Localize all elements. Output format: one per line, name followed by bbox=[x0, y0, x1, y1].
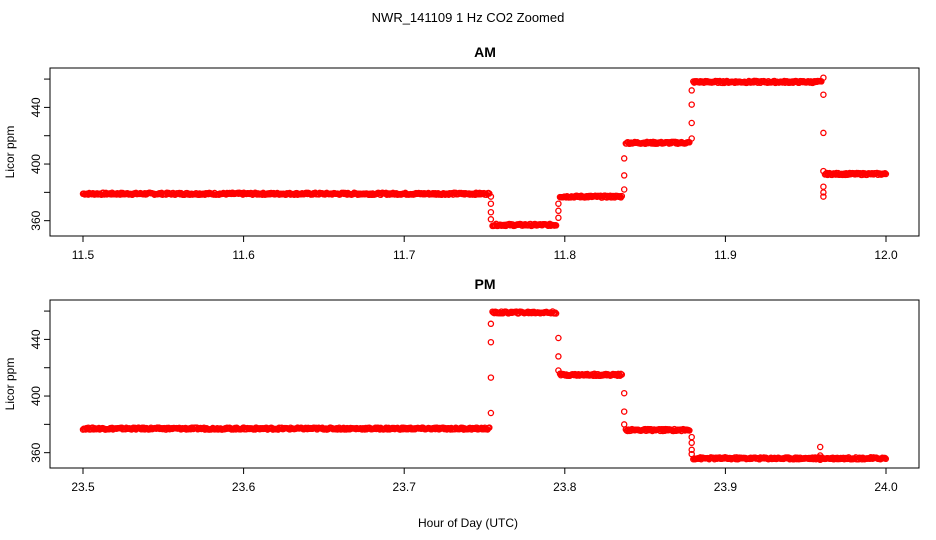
pm-data-point bbox=[882, 455, 890, 463]
pm-transition-point bbox=[487, 374, 495, 381]
am-transition-point bbox=[620, 172, 628, 179]
am-transition-point bbox=[487, 208, 495, 216]
pm-data-point bbox=[881, 454, 889, 462]
pm-x-tick-label: 23.6 bbox=[232, 480, 256, 494]
am-points bbox=[79, 74, 890, 230]
am-transition-point bbox=[820, 91, 827, 98]
pm-x-tick-label: 23.7 bbox=[393, 480, 417, 494]
pm-transition-point bbox=[487, 338, 495, 346]
pm-transition-point bbox=[555, 367, 562, 374]
am-x-tick-label: 11.8 bbox=[554, 248, 577, 262]
am-transition-point bbox=[820, 129, 827, 137]
am-data-point bbox=[881, 169, 889, 177]
am-transition-point bbox=[688, 135, 695, 142]
pm-x-axis: 23.5 23.6 23.7 23.8 23.9 24.0 bbox=[71, 467, 898, 494]
pm-plot-frame bbox=[49, 299, 920, 469]
pm-y-axis-label: Licor ppm bbox=[3, 358, 17, 411]
pm-panel-title: PM bbox=[475, 276, 496, 292]
pm-transition-point bbox=[816, 456, 824, 464]
pm-x-tick-label: 23.9 bbox=[714, 480, 738, 494]
am-x-tick-label: 11.5 bbox=[72, 248, 95, 262]
am-data-point bbox=[618, 192, 626, 200]
am-plot-frame bbox=[49, 67, 920, 237]
am-data-point bbox=[552, 222, 560, 229]
pm-transition-point bbox=[688, 450, 695, 458]
pm-panel: PM 23.5 23.6 23.7 23.8 23.9 24.0 360 400 440 Li… bbox=[3, 276, 920, 494]
pm-transition-point bbox=[620, 421, 628, 428]
pm-transition-point bbox=[816, 452, 824, 459]
am-transition-point bbox=[688, 101, 695, 108]
figure-title: NWR_141109 1 Hz CO2 Zoomed bbox=[372, 10, 565, 25]
pm-transition-point bbox=[487, 320, 495, 328]
am-transition-point bbox=[820, 74, 827, 81]
am-transition-point bbox=[820, 167, 827, 175]
pm-y-tick-label: 400 bbox=[29, 386, 43, 406]
pm-data-point bbox=[618, 371, 626, 378]
am-transition-point bbox=[820, 189, 827, 196]
pm-transition-point bbox=[688, 446, 695, 454]
am-transition-point bbox=[555, 214, 562, 222]
pm-points bbox=[79, 308, 890, 464]
pm-x-tick-label: 23.5 bbox=[71, 480, 95, 494]
pm-transition-point bbox=[816, 443, 824, 451]
am-x-tick-label: 11.6 bbox=[232, 248, 255, 262]
pm-data-point bbox=[486, 424, 493, 431]
pm-transition-point bbox=[620, 408, 628, 415]
am-transition-point bbox=[487, 200, 495, 207]
pm-transition-point bbox=[688, 439, 695, 447]
pm-data-point bbox=[686, 427, 693, 434]
pm-transition-point bbox=[688, 433, 695, 441]
am-transition-point bbox=[620, 186, 628, 193]
pm-data-point bbox=[615, 370, 622, 378]
am-transition-point bbox=[487, 216, 495, 223]
am-transition-point bbox=[555, 200, 562, 207]
am-x-tick-label: 11.9 bbox=[714, 248, 737, 262]
am-y-tick-label: 400 bbox=[29, 154, 43, 174]
am-y-axis: 360 400 440 bbox=[29, 78, 51, 231]
pm-x-tick-label: 24.0 bbox=[874, 480, 898, 494]
am-transition-point bbox=[688, 119, 695, 127]
pm-y-axis: 360 400 440 bbox=[29, 310, 51, 463]
am-transition-point bbox=[688, 87, 695, 94]
pm-data-point bbox=[551, 309, 559, 316]
am-data-point bbox=[486, 190, 493, 197]
pm-data-point bbox=[552, 310, 560, 317]
am-transition-point bbox=[620, 155, 628, 162]
am-y-tick-label: 360 bbox=[29, 210, 43, 230]
am-x-tick-label: 11.7 bbox=[393, 248, 416, 262]
am-y-axis-label: Licor ppm bbox=[3, 126, 17, 179]
am-transition-point bbox=[555, 207, 562, 215]
pm-transition-point bbox=[487, 409, 495, 417]
am-y-tick-label: 440 bbox=[29, 97, 43, 117]
pm-transition-point bbox=[555, 353, 562, 360]
am-panel-title: AM bbox=[474, 44, 496, 60]
am-transition-point bbox=[820, 193, 827, 200]
am-x-axis: 11.5 11.6 11.7 11.8 11.9 12.0 bbox=[72, 235, 898, 262]
pm-y-tick-label: 440 bbox=[29, 329, 43, 349]
am-data-point bbox=[882, 170, 890, 178]
x-axis-label: Hour of Day (UTC) bbox=[418, 516, 518, 530]
pm-transition-point bbox=[555, 334, 562, 342]
am-panel: AM 11.5 11.6 11.7 11.8 11.9 12.0 360 400 440 Li… bbox=[3, 44, 920, 262]
pm-y-tick-label: 360 bbox=[29, 442, 43, 462]
am-transition-point bbox=[820, 183, 827, 190]
am-x-tick-label: 12.0 bbox=[874, 248, 898, 262]
pm-transition-point bbox=[620, 389, 628, 397]
pm-x-tick-label: 23.8 bbox=[553, 480, 577, 494]
am-transition-point bbox=[487, 193, 495, 200]
